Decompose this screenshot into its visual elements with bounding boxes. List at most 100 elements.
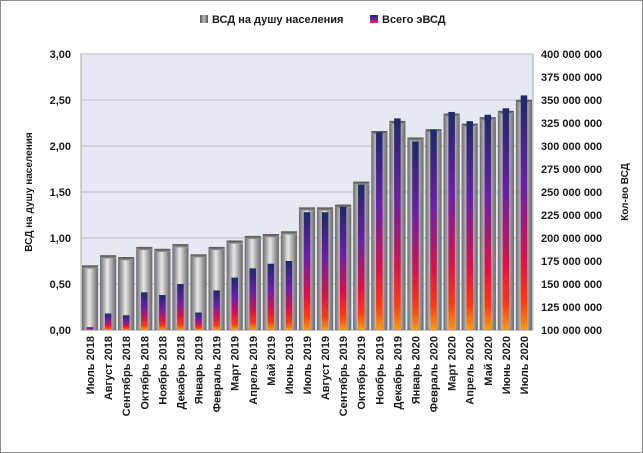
x-tick-label: Июль 2020 — [519, 336, 531, 394]
bar-total-evsd — [430, 129, 437, 330]
bar-vsd-per-capita-cap — [82, 265, 98, 269]
bar-vsd-per-capita-cap — [154, 249, 171, 253]
bar-total-evsd — [412, 141, 419, 330]
bar-total-evsd — [249, 268, 257, 330]
x-tick-label: Июнь 2020 — [501, 336, 513, 394]
bar-total-evsd — [466, 121, 473, 330]
right-tick-label: 100 000 000 — [541, 325, 602, 337]
bar-total-evsd — [303, 212, 311, 330]
x-tick-label: Октябрь 2018 — [139, 336, 151, 410]
left-tick-label: 0,00 — [50, 325, 71, 337]
x-tick-label: Март 2020 — [447, 336, 459, 391]
x-tick-label: Май 2019 — [266, 336, 278, 386]
bar-vsd-per-capita-cap — [299, 207, 315, 211]
left-tick-label: 0,50 — [50, 279, 71, 291]
x-tick-label: Июль 2019 — [302, 336, 314, 394]
right-tick-label: 125 000 000 — [541, 302, 602, 314]
x-tick-label: Февраль 2020 — [429, 336, 441, 412]
x-tick-label: Январь 2019 — [194, 336, 206, 404]
bar-vsd-per-capita-cap — [118, 257, 134, 261]
right-tick-label: 150 000 000 — [541, 279, 602, 291]
x-tick-label: Февраль 2019 — [212, 336, 224, 412]
right-tick-label: 275 000 000 — [541, 164, 602, 176]
legend-swatch-vsd-per-capita — [200, 15, 208, 23]
left-tick-label: 2,00 — [50, 141, 71, 153]
x-tick-label: Март 2019 — [230, 336, 242, 391]
legend-label-vsd-per-capita: ВСД на душу населения — [212, 14, 343, 26]
x-tick-label: Январь 2020 — [410, 336, 422, 404]
bar-total-evsd — [448, 111, 455, 331]
legend-label-total-evsd: Всего эВСД — [382, 14, 446, 26]
right-tick-label: 300 000 000 — [541, 141, 602, 153]
left-tick-label: 1,00 — [50, 233, 71, 245]
bar-vsd-per-capita-cap — [244, 236, 261, 240]
bar-total-evsd — [376, 132, 383, 330]
right-tick-label: 175 000 000 — [541, 256, 602, 268]
bar-total-evsd — [104, 313, 112, 330]
bar-total-evsd — [195, 312, 202, 330]
left-tick-label: 2,50 — [50, 95, 71, 107]
right-tick-label: 375 000 000 — [541, 72, 602, 84]
bar-total-evsd — [159, 295, 166, 330]
x-tick-label: Декабрь 2019 — [392, 336, 404, 410]
x-tick-label: Октябрь 2019 — [356, 336, 368, 410]
left-axis-title: ВСД на душу населения — [24, 132, 35, 252]
bar-total-evsd — [502, 108, 510, 330]
bar-total-evsd — [285, 261, 293, 330]
bar-total-evsd — [86, 327, 94, 330]
bar-vsd-per-capita-cap — [208, 247, 225, 251]
x-tick-label: Июнь 2019 — [284, 336, 296, 394]
bar-vsd-per-capita-cap — [335, 204, 351, 208]
bar-total-evsd — [520, 95, 528, 331]
bar-total-evsd — [141, 292, 148, 330]
bar-total-evsd — [484, 114, 492, 330]
series-total-evsd — [86, 95, 528, 331]
bar-vsd-per-capita-cap — [353, 181, 370, 185]
left-tick-label: 3,00 — [50, 49, 71, 61]
bar-total-evsd — [231, 277, 238, 330]
left-tick-label: 1,50 — [50, 187, 71, 199]
bar-total-evsd — [122, 315, 130, 330]
x-tick-label: Апрель 2020 — [465, 336, 477, 405]
x-tick-label: Август 2019 — [320, 336, 332, 400]
bar-vsd-per-capita — [81, 265, 99, 331]
bar-vsd-per-capita-cap — [136, 247, 153, 251]
x-tick-label: Ноябрь 2018 — [157, 336, 169, 405]
bar-total-evsd — [394, 118, 401, 331]
bar-total-evsd — [177, 284, 184, 330]
right-axis-ticks: 100 000 000 125 000 000 150 000 000 175 000… — [541, 49, 602, 337]
right-tick-label: 250 000 000 — [541, 187, 602, 199]
right-tick-label: 225 000 000 — [541, 210, 602, 222]
bar-vsd-per-capita-cap — [281, 231, 297, 235]
bar-total-evsd — [213, 290, 220, 330]
right-tick-label: 325 000 000 — [541, 118, 602, 130]
x-tick-label: Ноябрь 2019 — [374, 336, 386, 405]
x-tick-label: Апрель 2019 — [248, 336, 260, 405]
bar-vsd-per-capita-cap — [226, 240, 243, 244]
bar-vsd-per-capita-cap — [172, 244, 189, 248]
x-tick-label: Сентябрь 2018 — [121, 336, 133, 416]
x-tick-label: Декабрь 2018 — [175, 336, 187, 410]
x-tick-label: Август 2018 — [103, 336, 115, 400]
x-tick-label: Сентябрь 2019 — [338, 336, 350, 416]
legend-swatch-total-evsd — [370, 15, 378, 23]
bar-total-evsd — [357, 184, 365, 330]
x-tick-label: Май 2020 — [483, 336, 495, 386]
legend: ВСД на душу населения Всего эВСД — [200, 14, 446, 26]
bar-vsd-per-capita-cap — [190, 254, 207, 258]
bar-vsd-per-capita-cap — [407, 137, 424, 141]
bar-vsd-per-capita-cap — [317, 207, 333, 211]
bar-total-evsd — [339, 206, 347, 330]
bar-total-evsd — [321, 212, 329, 330]
bar-total-evsd — [267, 263, 275, 330]
left-axis-ticks: 0,00 0,50 1,00 1,50 2,00 2,50 3,00 — [50, 49, 71, 337]
bar-vsd-per-capita-cap — [263, 234, 279, 238]
x-axis-ticks: Июль 2018 Август 2018 Сентябрь 2018 Октябрь… — [85, 336, 531, 416]
right-tick-label: 350 000 000 — [541, 95, 602, 107]
right-tick-label: 200 000 000 — [541, 233, 602, 245]
x-tick-label: Июль 2018 — [85, 336, 97, 394]
right-tick-label: 400 000 000 — [541, 49, 602, 61]
bar-vsd-per-capita-cap — [100, 255, 116, 259]
